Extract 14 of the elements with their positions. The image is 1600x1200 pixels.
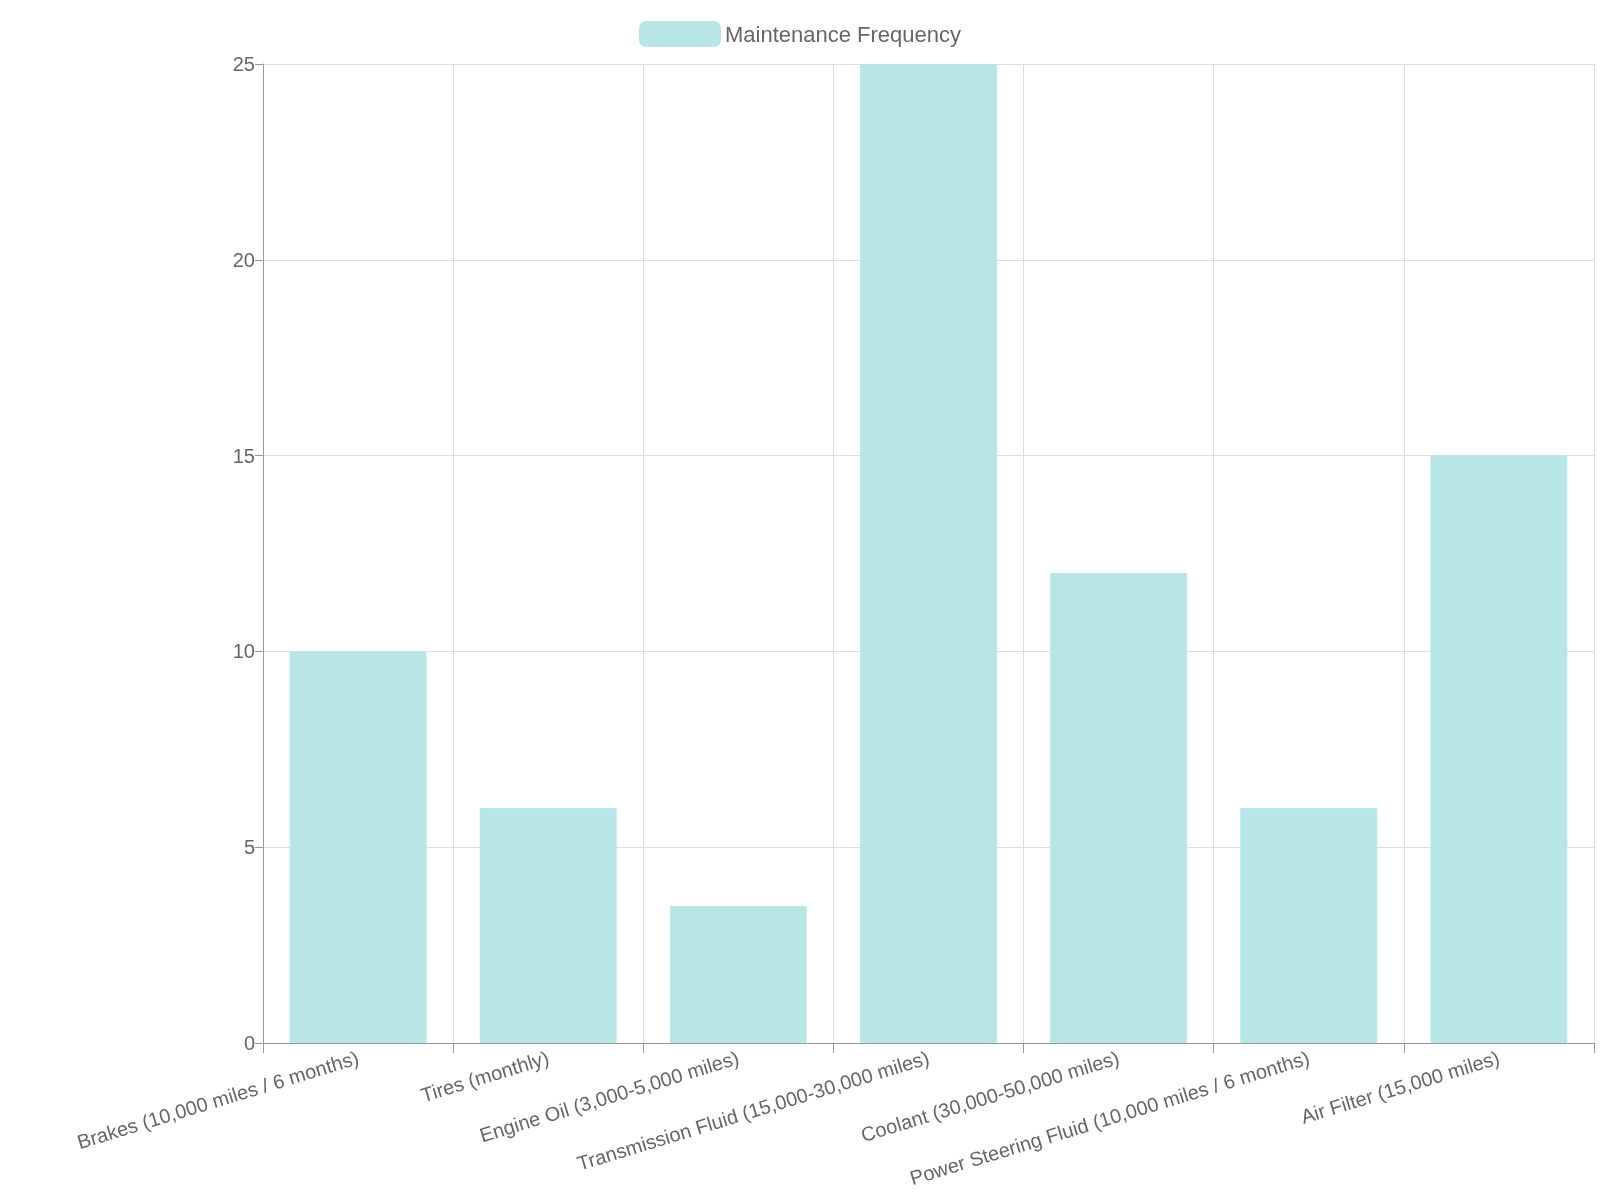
bar xyxy=(1240,808,1378,1043)
y-tick-label: 0 xyxy=(243,1032,255,1054)
y-tick-label: 5 xyxy=(243,836,255,859)
y-tick-label: 20 xyxy=(232,248,255,271)
y-tick-label: 25 xyxy=(232,53,255,75)
bar xyxy=(289,651,427,1043)
bar xyxy=(860,64,997,1043)
y-tick-label: 15 xyxy=(232,444,255,467)
bar xyxy=(1050,573,1188,1043)
y-tick-label: 10 xyxy=(232,640,255,663)
bar xyxy=(669,905,807,1043)
bar xyxy=(1430,455,1568,1043)
legend-label: Maintenance Frequency xyxy=(724,21,962,47)
bar xyxy=(479,808,617,1043)
